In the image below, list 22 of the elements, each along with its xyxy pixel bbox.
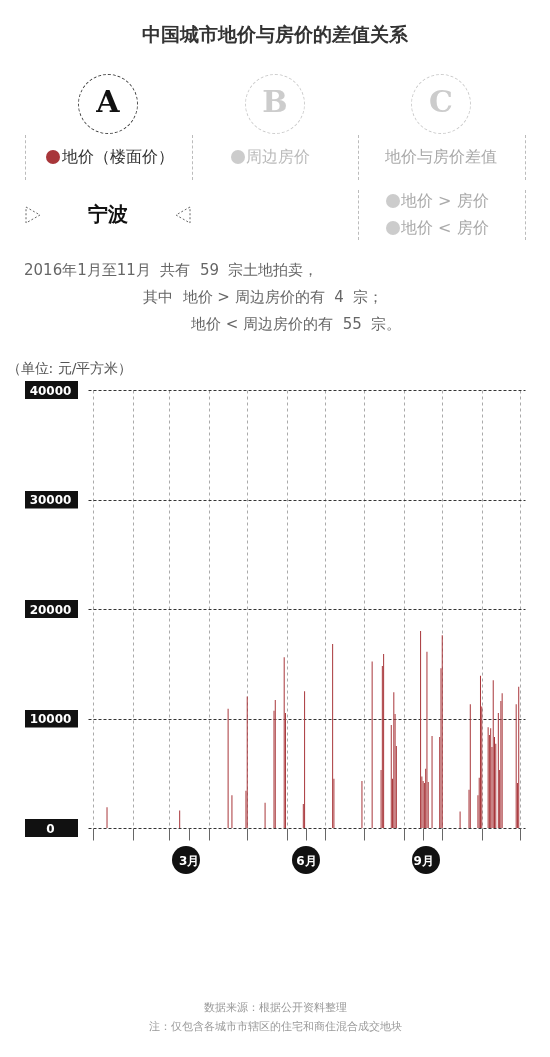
text: A: [96, 84, 120, 119]
y-tick-label: 0: [46, 821, 55, 836]
x-tick-label: 3月: [178, 853, 200, 868]
x-tick-label: 9月: [413, 853, 434, 868]
text: 注：仅包含各城市市辖区的住宅和商住混合成交地块: [148, 1019, 402, 1034]
text: 地价 < 周边房价的有 55 宗。: [191, 315, 402, 334]
text: 地价与房价差值: [385, 147, 497, 168]
source-note: 数据来源：根据公开资料整理: [203, 1000, 347, 1015]
y-tick-label: 40000: [29, 383, 72, 398]
y-tick-label: 30000: [29, 493, 72, 507]
text: 其中 地价 > 周边房价的有 4 宗；: [143, 288, 384, 307]
text: 地价 > 房价: [401, 191, 489, 212]
x-tick-label: 6月: [296, 853, 317, 868]
text: 2016年1月至11月 共有 59 宗土地拍卖，: [24, 261, 319, 280]
chart-subtitle: 宁波: [88, 201, 128, 228]
y-axis-title: （单位: 元/平方米）: [6, 359, 133, 376]
text: 地价 < 房价: [401, 218, 489, 239]
legend-label: 地价（楼面价）: [62, 147, 174, 168]
y-tick-label: 20000: [29, 602, 72, 617]
y-tick-label: 10000: [29, 712, 72, 726]
text: 周边房价: [246, 147, 310, 168]
chart-title: 中国城市地价与房价的差值关系: [142, 22, 408, 47]
